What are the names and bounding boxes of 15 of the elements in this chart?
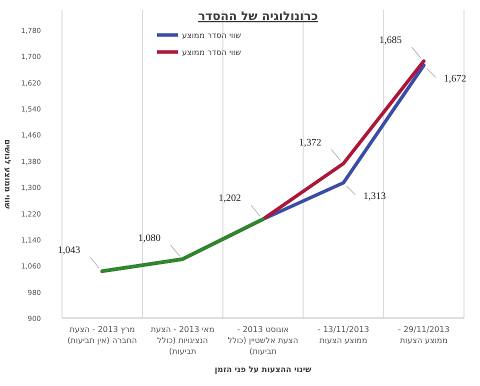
data-label: 1,080 bbox=[138, 233, 161, 244]
data-label: 1,672 bbox=[444, 73, 466, 84]
chart-title: כרונולוגיה של ההסדר bbox=[198, 9, 318, 23]
legend-label: שווי הסדר ממוצע bbox=[182, 31, 242, 40]
data-label: 1,685 bbox=[379, 35, 402, 46]
data-label: 1,372 bbox=[298, 138, 322, 149]
x-tick-label: מרץ 2013 - הצעת החברה (אין תביעות) bbox=[67, 325, 137, 345]
x-tick-label: אוגוסט 2013 - הצעת אלשטיין (כולל תביעות) bbox=[228, 325, 298, 356]
x-axis-title: שינוי ההצעות על פני הזמן bbox=[214, 365, 312, 374]
x-tick-label: מאי 2013 - הצעת הנציגויות (כולל תביעות) bbox=[150, 325, 214, 356]
legend-label: שווי הסדר ממוצע bbox=[182, 48, 242, 57]
y-axis-title: שווי ממוצע לנושים bbox=[3, 139, 12, 209]
data-label: 1,202 bbox=[218, 193, 241, 204]
data-label: 1,043 bbox=[58, 245, 80, 256]
data-label: 1,313 bbox=[363, 190, 386, 202]
